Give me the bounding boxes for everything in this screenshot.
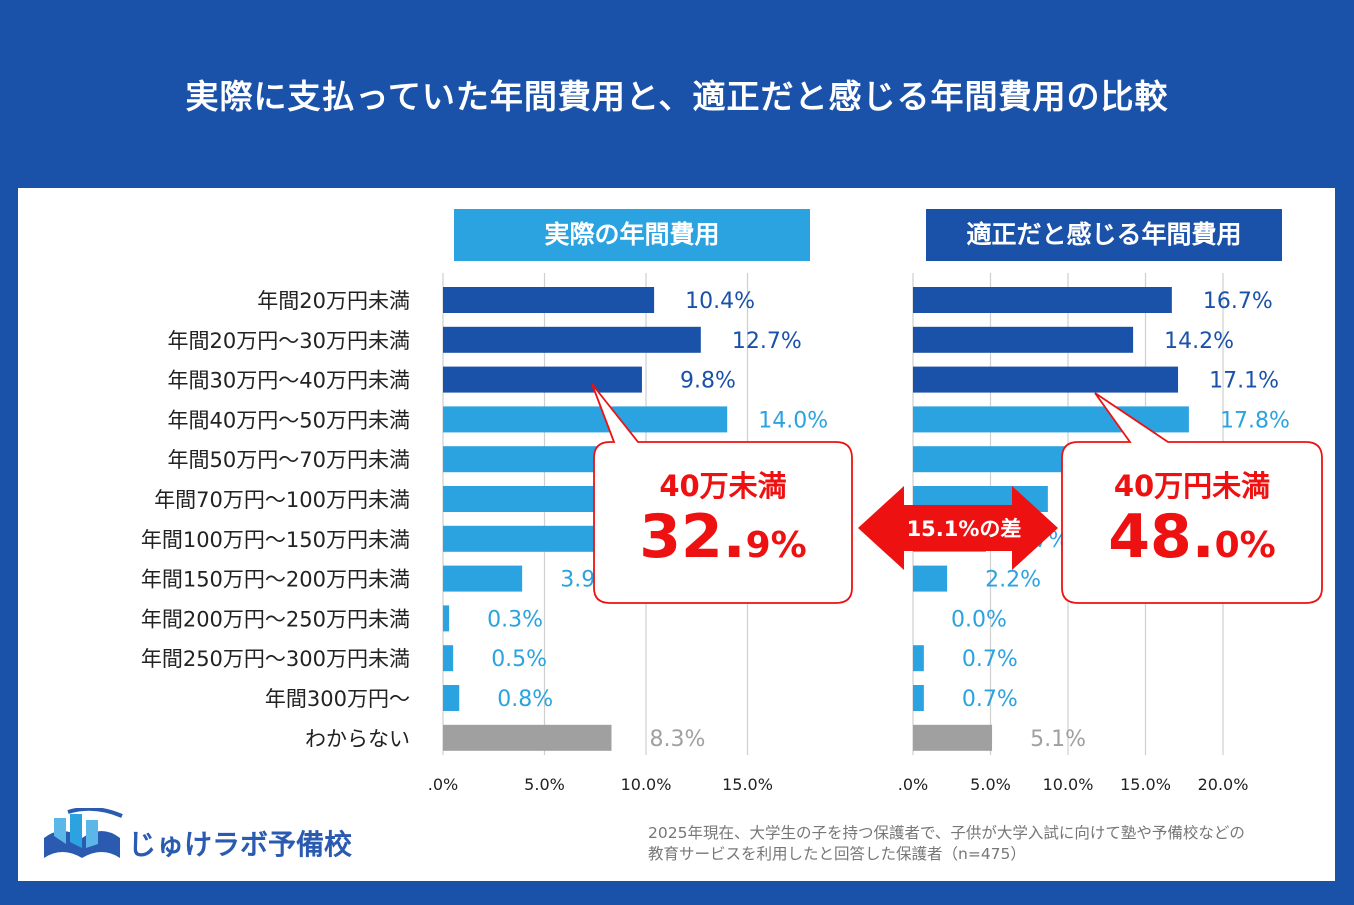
left-bar bbox=[443, 724, 612, 751]
left-value-label: 8.3% bbox=[650, 727, 706, 752]
right-value-label: 0.0% bbox=[951, 607, 1007, 632]
left-value-label: 14.0% bbox=[758, 408, 828, 433]
category-label: 年間200万円〜250万円未満 bbox=[141, 607, 410, 631]
footnote: 2025年現在、大学生の子を持つ保護者で、子供が大学入試に向けて塾や予備校などの… bbox=[648, 823, 1328, 865]
right-callout-subtitle: 40万円未満 bbox=[1113, 469, 1271, 503]
right-bar bbox=[913, 645, 924, 672]
right-value-label: 0.7% bbox=[962, 687, 1018, 712]
right-callout-bubble bbox=[1061, 392, 1323, 604]
left-value-label: 0.8% bbox=[497, 687, 553, 712]
left-chart-header: 実際の年間費用 bbox=[454, 209, 810, 261]
left-x-tick-label: 15.0% bbox=[722, 775, 773, 794]
left-x-tick-label: 5.0% bbox=[524, 775, 565, 794]
category-label: 年間150万円〜200万円未満 bbox=[141, 568, 410, 592]
left-value-label: 12.7% bbox=[732, 329, 802, 354]
open-book-icon bbox=[44, 808, 123, 858]
left-value-label: 0.5% bbox=[491, 647, 547, 672]
left-bar bbox=[443, 406, 728, 433]
left-callout-value: 32.9% bbox=[594, 505, 852, 578]
right-bar bbox=[913, 724, 993, 751]
right-callout-value: 48.0% bbox=[1062, 505, 1322, 578]
left-bar bbox=[443, 326, 701, 353]
right-value-label: 0.7% bbox=[962, 647, 1018, 672]
right-x-tick-label: .0% bbox=[898, 775, 928, 794]
left-x-tick-label: 10.0% bbox=[621, 775, 672, 794]
main-title: 実際に支払っていた年間費用と、適正だと感じる年間費用の比較 bbox=[185, 77, 1169, 116]
left-bar bbox=[443, 645, 454, 672]
left-bar bbox=[443, 685, 460, 711]
category-label: 年間100万円〜150万円未満 bbox=[141, 528, 410, 552]
left-bar bbox=[443, 366, 642, 393]
left-value-label: 9.8% bbox=[680, 369, 736, 394]
right-value-label: 17.8% bbox=[1220, 408, 1290, 433]
difference-arrow bbox=[858, 486, 1058, 570]
right-x-tick-label: 15.0% bbox=[1120, 775, 1171, 794]
logo-text: じゅけラボ予備校 bbox=[128, 828, 353, 861]
right-value-label: 17.1% bbox=[1209, 369, 1279, 394]
right-callout-text: 40万円未満 48.0% bbox=[1062, 463, 1322, 578]
category-label: 年間20万円〜30万円未満 bbox=[168, 329, 410, 353]
right-bar bbox=[913, 326, 1134, 353]
footnote-line-2: 教育サービスを利用したと回答した保護者（n=475） bbox=[648, 845, 1026, 863]
right-bar bbox=[913, 565, 948, 592]
left-x-tick-label: .0% bbox=[428, 775, 458, 794]
right-callout-decimal: 0% bbox=[1214, 525, 1276, 566]
category-label: 年間300万円〜 bbox=[265, 687, 410, 711]
difference-label: 15.1%の差 bbox=[906, 517, 1022, 541]
left-bar bbox=[443, 525, 610, 552]
category-label: 年間30万円〜40万円未満 bbox=[168, 369, 410, 393]
left-bar bbox=[443, 565, 523, 592]
right-x-tick-label: 10.0% bbox=[1043, 775, 1094, 794]
left-value-label: 10.4% bbox=[685, 289, 755, 314]
right-bar bbox=[913, 685, 924, 711]
right-callout-number: 48. bbox=[1108, 502, 1215, 572]
category-label: 年間40万円〜50万円未満 bbox=[168, 408, 410, 432]
footnote-line-1: 2025年現在、大学生の子を持つ保護者で、子供が大学入試に向けて塾や予備校などの bbox=[648, 824, 1245, 842]
right-x-tick-label: 20.0% bbox=[1198, 775, 1249, 794]
right-value-label: 2.2% bbox=[985, 568, 1041, 593]
right-x-tick-label: 5.0% bbox=[970, 775, 1011, 794]
category-label: 年間70万円〜100万円未満 bbox=[154, 488, 410, 512]
left-callout-number: 32. bbox=[639, 502, 746, 572]
right-bar bbox=[913, 287, 1172, 313]
left-value-label: 0.3% bbox=[487, 607, 543, 632]
right-value-label: 16.7% bbox=[1203, 289, 1273, 314]
category-label: 年間50万円〜70万円未満 bbox=[168, 448, 410, 472]
right-bar bbox=[913, 366, 1179, 393]
left-bar bbox=[443, 287, 655, 313]
left-callout-text: 40万未満 32.9% bbox=[594, 463, 852, 578]
left-callout-bubble bbox=[591, 383, 853, 604]
category-label: わからない bbox=[305, 727, 410, 751]
left-callout-subtitle: 40万未満 bbox=[659, 469, 787, 503]
left-bar bbox=[443, 605, 450, 632]
category-label: 年間20万円未満 bbox=[257, 289, 410, 313]
right-value-label: 14.2% bbox=[1164, 329, 1234, 354]
right-value-label: 5.1% bbox=[1030, 727, 1086, 752]
left-callout-decimal: 9% bbox=[745, 525, 807, 566]
right-chart-header: 適正だと感じる年間費用 bbox=[926, 209, 1282, 261]
category-label: 年間250万円〜300万円未満 bbox=[141, 647, 410, 671]
